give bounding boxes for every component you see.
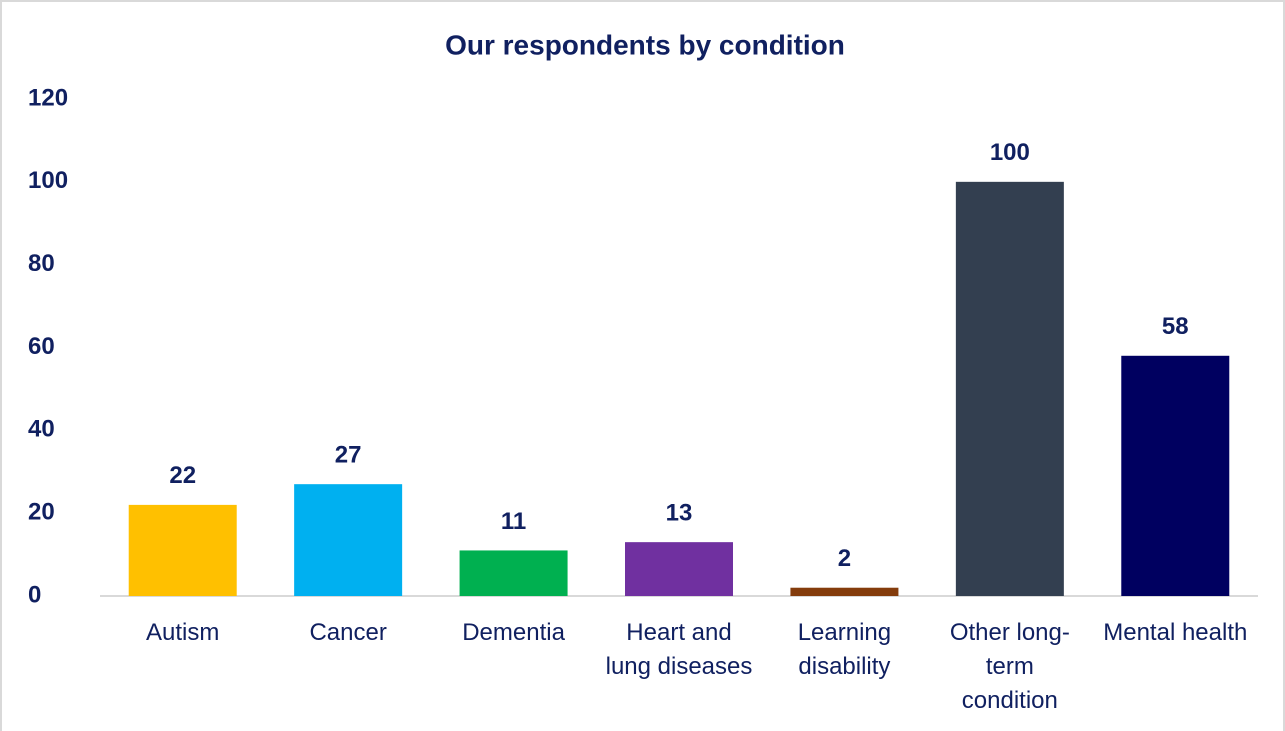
x-tick-label: Heart and lung diseases	[605, 619, 753, 680]
y-tick-label: 100	[28, 167, 68, 194]
bar	[128, 504, 237, 596]
bar	[625, 542, 733, 596]
x-tick-label: Mental health	[1103, 619, 1248, 646]
value-label: 11	[501, 508, 526, 535]
bar	[790, 587, 899, 596]
y-tick-label: 20	[28, 499, 55, 526]
x-tick-label: Other long-term condition	[949, 619, 1070, 714]
y-tick-label: 80	[28, 250, 55, 277]
x-tick-label: Cancer	[309, 619, 387, 646]
x-tick-label: Learning disability	[797, 619, 892, 680]
bar	[1121, 355, 1230, 596]
bar	[294, 484, 403, 596]
value-label: 22	[169, 462, 196, 489]
y-tick-label: 60	[28, 333, 55, 360]
value-label: 27	[335, 442, 362, 469]
y-tick-label: 40	[28, 416, 55, 443]
y-tick-label: 0	[28, 581, 41, 608]
x-tick-label: Dementia	[462, 619, 565, 646]
y-tick-label: 120	[28, 84, 68, 111]
chart-title: Our respondents by condition	[445, 29, 845, 60]
value-label: 100	[990, 139, 1030, 166]
value-label: 13	[666, 500, 693, 527]
bar	[955, 181, 1064, 597]
value-label: 58	[1162, 313, 1189, 340]
bar	[459, 550, 568, 596]
value-label: 2	[838, 545, 851, 572]
x-tick-label: Autism	[146, 619, 220, 646]
